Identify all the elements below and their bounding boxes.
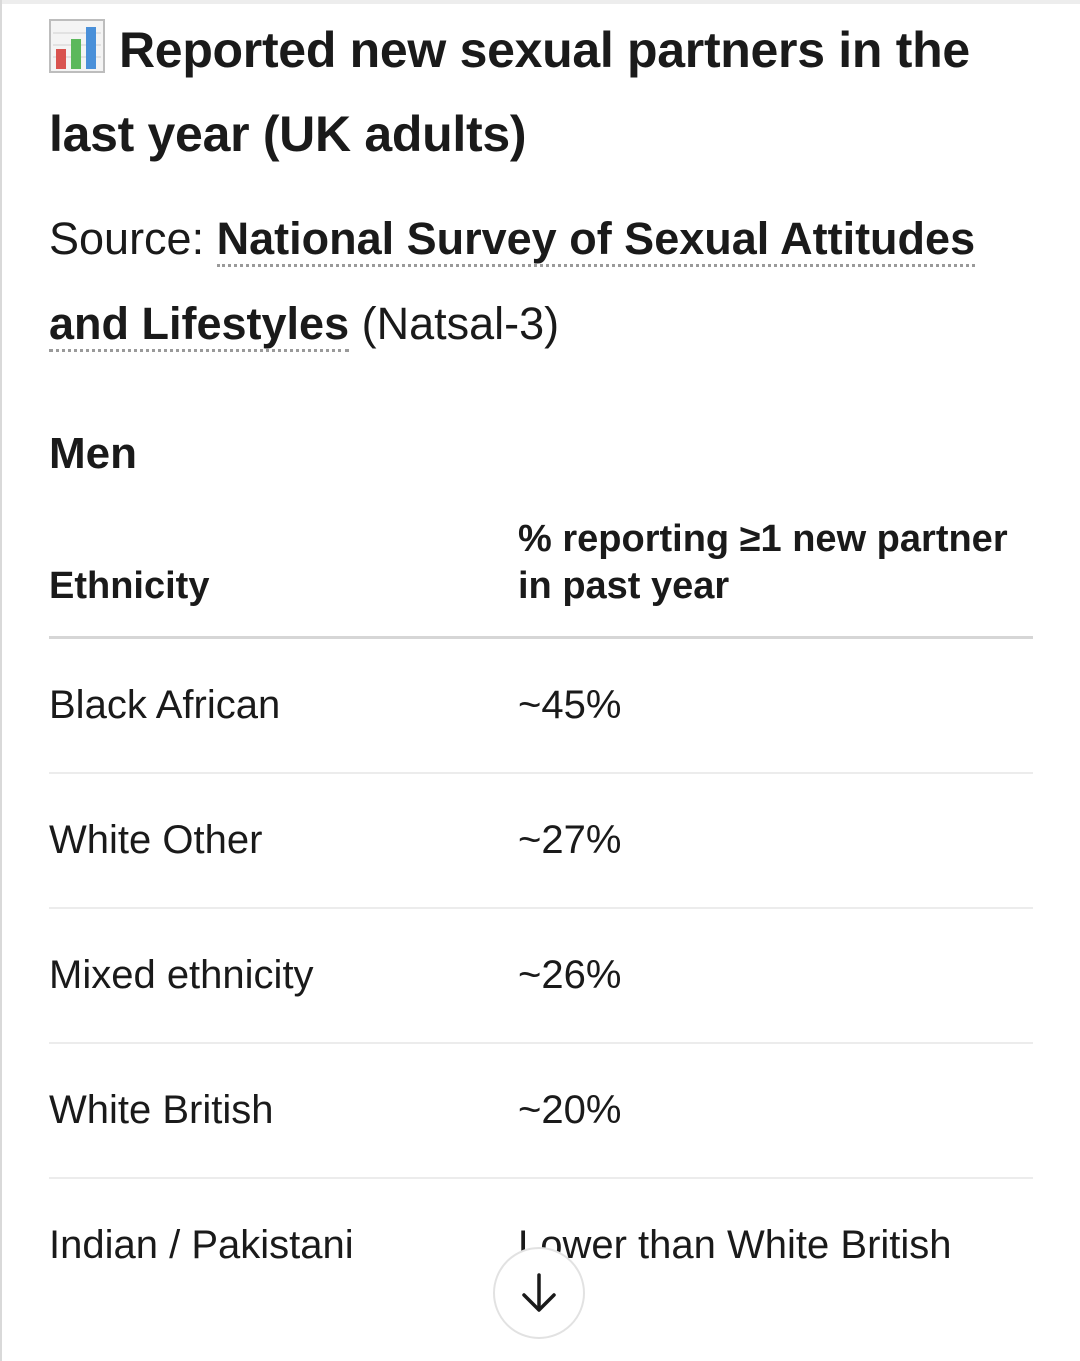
- arrow-down-icon: [522, 1273, 556, 1312]
- table-cell-ethnicity: Mixed ethnicity: [49, 908, 518, 1044]
- source-link[interactable]: National Survey of Sexual Attitudes and …: [49, 213, 976, 352]
- table-cell-ethnicity: White Other: [49, 773, 518, 909]
- section-heading-men: Men: [49, 429, 137, 478]
- table-cell-percent: ~20%: [518, 1043, 1033, 1179]
- table-row: White Other ~27%: [49, 773, 1033, 909]
- response-title: Reported new sexual partners in the last…: [49, 0, 1033, 176]
- table-cell-percent: ~27%: [518, 773, 1033, 909]
- message-content: Reported new sexual partners in the last…: [49, 0, 1033, 1312]
- source-suffix: (Natsal-3): [349, 298, 560, 349]
- table-row: Indian / Pakistani Lower than White Brit…: [49, 1178, 1033, 1312]
- table-cell-ethnicity: White British: [49, 1043, 518, 1179]
- column-header-percent: % reporting ≥1 new partner in past year: [518, 516, 1033, 639]
- ethnicity-table: Ethnicity % reporting ≥1 new partner in …: [49, 516, 1033, 1312]
- bar-chart-icon: [49, 19, 105, 73]
- table-row: Black African ~45%: [49, 637, 1033, 774]
- response-title-text: Reported new sexual partners in the last…: [49, 22, 970, 162]
- source-prefix: Source:: [49, 213, 217, 264]
- table-header-row: Ethnicity % reporting ≥1 new partner in …: [49, 516, 1033, 639]
- table-row: White British ~20%: [49, 1043, 1033, 1179]
- source-line: Source: National Survey of Sexual Attitu…: [49, 196, 1033, 366]
- table-cell-percent: ~45%: [518, 637, 1033, 774]
- top-edge-divider: [0, 0, 1080, 4]
- table-cell-percent: ~26%: [518, 908, 1033, 1044]
- scroll-to-bottom-button[interactable]: [493, 1247, 585, 1339]
- table-cell-ethnicity: Indian / Pakistani: [49, 1223, 354, 1267]
- table-row: Mixed ethnicity ~26%: [49, 908, 1033, 1044]
- column-header-ethnicity: Ethnicity: [49, 516, 518, 639]
- table-cell-ethnicity: Black African: [49, 637, 518, 774]
- table-cell-percent: Lower than White British: [518, 1223, 952, 1267]
- left-edge-divider: [0, 0, 2, 1361]
